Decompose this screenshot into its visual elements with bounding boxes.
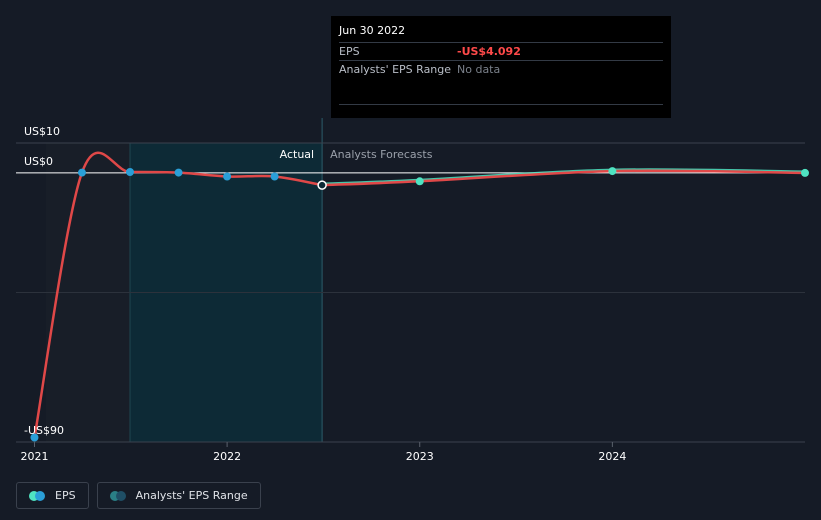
legend-eps-label: EPS: [55, 489, 76, 502]
eps-line: [33, 151, 323, 438]
tooltip-range-label: Analysts' EPS Range: [339, 63, 452, 76]
tooltip-eps-value: -US$4.092: [457, 45, 521, 58]
legend-range-label: Analysts' EPS Range: [135, 489, 248, 502]
legend: EPS Analysts' EPS Range: [16, 482, 261, 509]
y-tick-label: US$0: [24, 155, 53, 168]
eps-point: [270, 172, 279, 181]
tooltip-eps-row: EPS -US$4.092: [339, 42, 663, 60]
tooltip-date: Jun 30 2022: [339, 24, 406, 37]
tooltip-range-value: No data: [457, 63, 501, 76]
tooltip: Jun 30 2022 EPS -US$4.092 Analysts' EPS …: [331, 16, 671, 118]
eps-forecast-line: [322, 169, 806, 187]
tooltip-range-row: Analysts' EPS Range No data: [339, 60, 663, 78]
legend-eps-swatch-icon: [29, 490, 47, 501]
background-layer: [46, 118, 323, 442]
x-tick-label: 2022: [213, 450, 241, 463]
y-tick-label: US$10: [24, 125, 60, 138]
labels-layer: US$10 US$0 -US$90 2021 2022 2023 2024 Actual Ana…: [20, 125, 626, 463]
eps-point: [30, 433, 39, 442]
x-tick-label: 2024: [598, 450, 626, 463]
legend-range-swatch-icon: [109, 490, 128, 501]
y-tick-label: -US$90: [24, 424, 64, 437]
actual-label: Actual: [280, 148, 314, 161]
eps-point: [77, 168, 86, 177]
forecast-line: [322, 168, 806, 185]
points-layer: [30, 167, 809, 442]
legend-range-button[interactable]: Analysts' EPS Range: [96, 482, 261, 509]
series-layer: [33, 151, 806, 438]
forecast-point: [608, 167, 617, 176]
forecast-point: [415, 177, 424, 186]
x-tick-label: 2023: [406, 450, 434, 463]
eps-point: [174, 168, 183, 177]
x-tick-label: 2021: [20, 450, 48, 463]
legend-eps-button[interactable]: EPS: [16, 482, 89, 509]
tooltip-divider: [339, 104, 663, 105]
forecast-label: Analysts Forecasts: [330, 148, 433, 161]
eps-point: [223, 172, 232, 181]
eps-point-selected: [317, 180, 327, 190]
tooltip-eps-label: EPS: [339, 45, 360, 58]
eps-point: [125, 168, 134, 177]
forecast-point: [801, 168, 809, 177]
